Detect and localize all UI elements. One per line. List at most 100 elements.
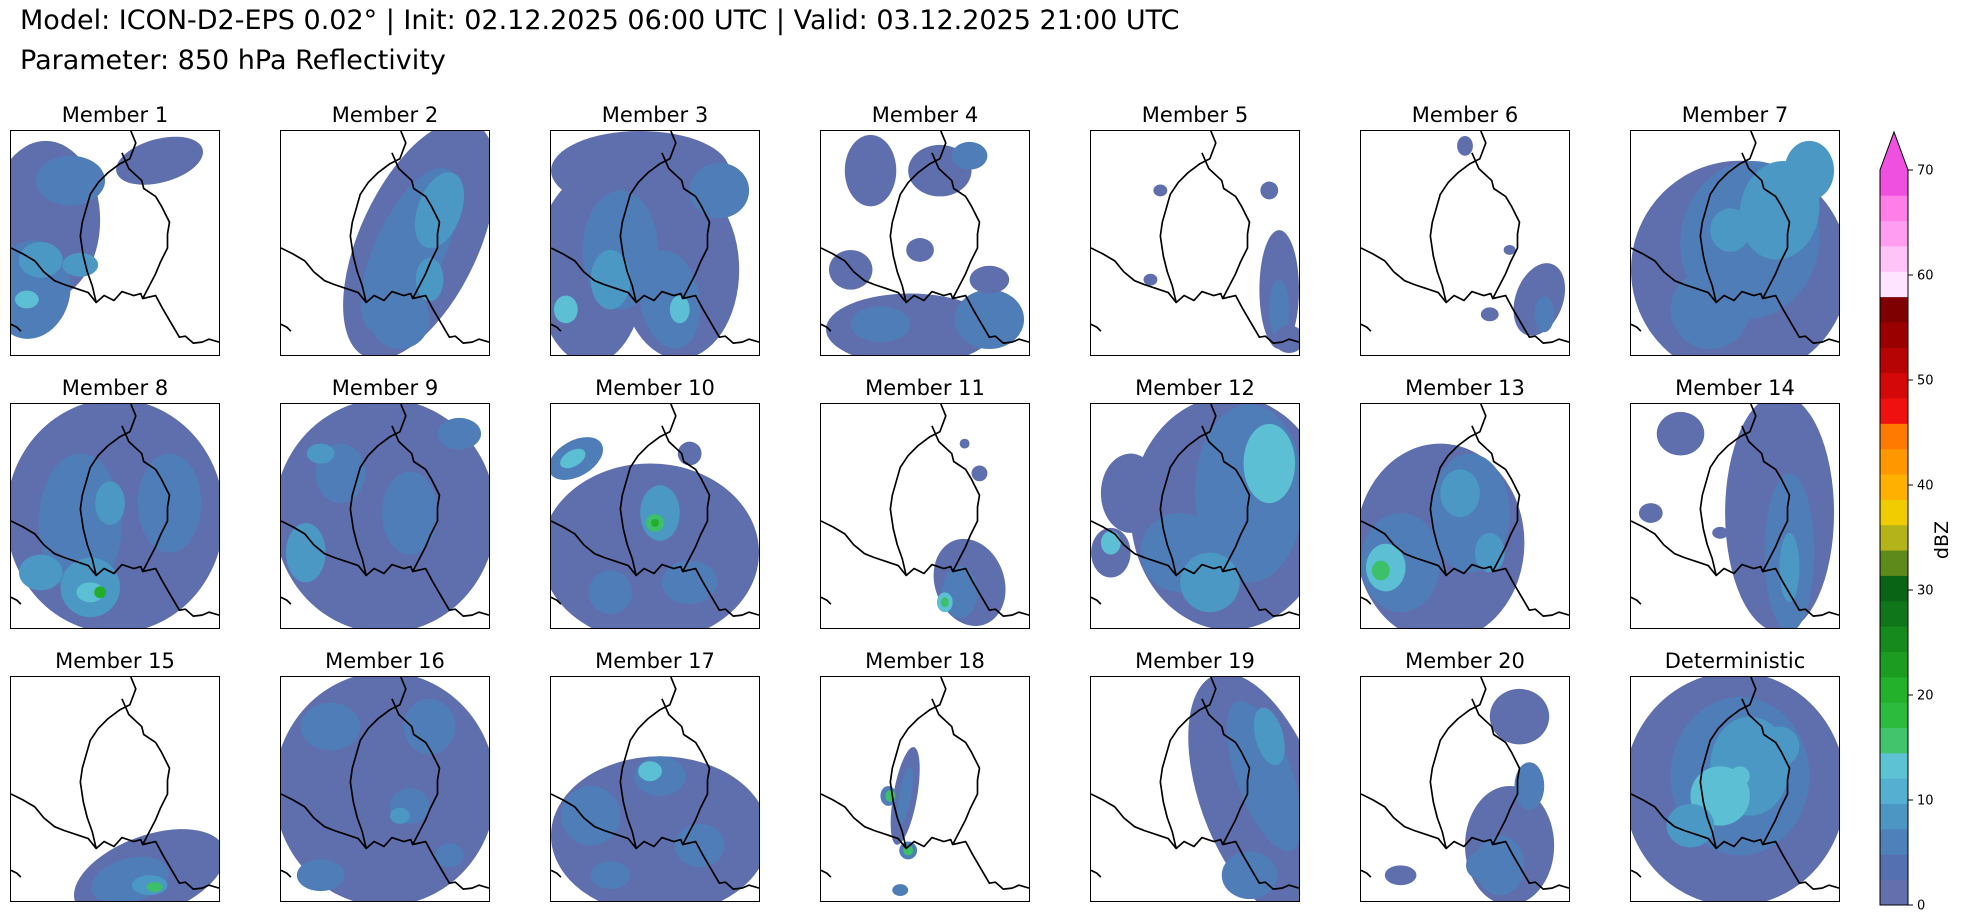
country-border-line [1699,131,1791,303]
country-border-line [1429,677,1521,849]
reflectivity-area [1253,707,1285,766]
colorbar-swatch [1880,347,1908,374]
colorbar-swatch [1880,676,1908,703]
reflectivity-colorbar: 0 10 20 30 40 50 60 70 dBZ [1879,130,1953,914]
map-frame [820,403,1030,629]
reflectivity-area [437,417,482,450]
reflectivity-map [11,677,219,901]
colorbar-swatch [1880,752,1908,779]
reflectivity-area [300,702,361,751]
reflectivity-area [669,295,690,324]
country-border-line [11,323,22,332]
reflectivity-area [1457,135,1473,156]
country-border-line [11,520,219,617]
map-frame [1090,130,1300,356]
reflectivity-area [1710,208,1750,252]
reflectivity-area [116,136,203,185]
reflectivity-area [828,249,873,290]
country-border-line [11,596,22,605]
map-panel-title: Member 17 [595,649,715,673]
reflectivity-field [933,438,1006,626]
map-frame [280,403,490,629]
map-panel: Member 13 [1360,373,1570,629]
reflectivity-field [551,131,750,355]
reflectivity-area [1730,766,1750,787]
colorbar-swatch [1880,702,1908,728]
colorbar-tick-label: 20 [1917,689,1934,704]
reflectivity-field [73,829,219,901]
country-border-line [349,404,441,576]
country-border-line [821,793,1029,890]
reflectivity-area [1269,279,1290,340]
reflectivity-area [1514,762,1545,810]
reflectivity-area [18,554,63,591]
colorbar-tick-label: 0 [1917,899,1925,914]
map-panel-title: Member 5 [1141,103,1249,127]
reflectivity-area [1638,503,1663,523]
reflectivity-area [415,257,444,302]
colorbar-swatch [1880,803,1908,830]
country-border-line [281,323,292,332]
country-border-line [821,869,832,878]
country-border-line [821,520,1029,617]
colorbar-swatch [1880,372,1908,399]
reflectivity-map [1631,404,1839,628]
reflectivity-area [560,448,586,469]
reflectivity-area [1440,469,1480,517]
reflectivity-area [403,698,456,755]
map-panel: Member 5 [1090,100,1300,356]
colorbar-swatch [1880,828,1908,855]
reflectivity-area [137,453,202,553]
colorbar-swatch [1880,195,1908,222]
country-border-line [281,793,489,890]
colorbar-swatch [1880,524,1908,551]
reflectivity-area [1656,411,1705,456]
map-frame [1630,130,1840,356]
reflectivity-map [821,131,1029,355]
map-panel: Member 12 [1090,373,1300,629]
map-panel-title: Member 4 [871,103,979,127]
map-panel-title: Member 15 [55,649,175,673]
country-border-line [551,596,562,605]
colorbar-swatches [1880,170,1908,906]
reflectivity-area [1260,181,1279,200]
map-frame [280,130,490,356]
map-panel: Member 3 [550,100,760,356]
reflectivity-area [971,465,988,482]
reflectivity-area [146,882,163,893]
reflectivity-map [1091,677,1299,901]
map-panel: Member 19 [1090,646,1300,902]
map-panel-title: Member 1 [61,103,169,127]
reflectivity-area [639,250,701,349]
map-panel: Member 2 [280,100,490,356]
reflectivity-field [1384,688,1555,901]
country-border-line [551,793,759,890]
reflectivity-area [844,134,897,207]
country-border-line [1091,869,1102,878]
map-frame [10,403,220,629]
reflectivity-field [1361,443,1525,628]
map-panel: Member 7 [1630,100,1840,356]
map-panel: Member 20 [1360,646,1570,902]
map-panel-title: Member 18 [865,649,985,673]
reflectivity-area [95,481,125,525]
reflectivity-field [1091,404,1299,628]
map-frame [10,676,220,902]
map-frame [1630,676,1840,902]
reflectivity-map [1361,131,1569,344]
reflectivity-area [906,238,934,262]
colorbar-swatch [1880,499,1908,526]
country-border-line [1159,131,1251,303]
colorbar-swatch [1880,651,1908,678]
reflectivity-area [1143,273,1158,286]
country-border-line [821,596,832,605]
reflectivity-area [1180,552,1240,613]
country-border-line [821,323,832,332]
reflectivity-area [850,306,911,343]
country-border-line [1091,793,1299,890]
reflectivity-map [281,131,489,355]
country-border-line [1631,323,1642,332]
map-panel: Member 6 [1360,100,1570,356]
map-panel: Member 10 [550,373,760,629]
reflectivity-map [1631,131,1839,355]
